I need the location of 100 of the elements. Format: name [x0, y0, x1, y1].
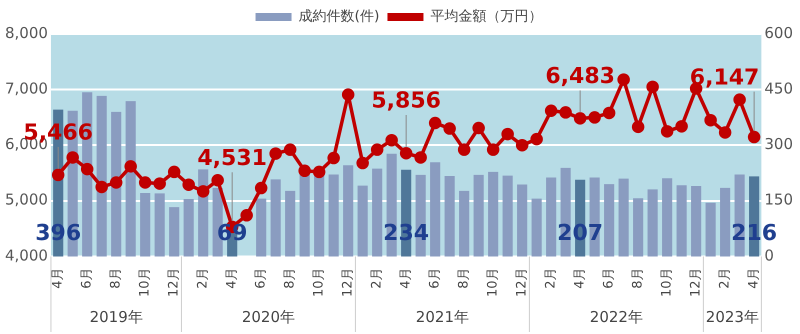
x-tick-label: 4月	[224, 267, 240, 289]
bar	[270, 179, 281, 256]
bar	[314, 174, 324, 256]
x-tick-label: 12月	[514, 267, 530, 298]
bar	[604, 184, 614, 256]
x-tick-label: 12月	[166, 267, 182, 298]
point	[530, 132, 543, 146]
data-label: 5,856	[371, 88, 441, 114]
x-tick-label: 2月	[718, 267, 732, 289]
bar	[256, 198, 266, 256]
point	[211, 174, 224, 187]
x-tick-label: 10月	[138, 267, 153, 298]
point	[370, 143, 384, 156]
point	[588, 111, 601, 124]
point	[458, 143, 470, 156]
point	[559, 106, 572, 119]
legend-label: 平均金額（万円）	[430, 8, 542, 25]
y2-tick-label: 300	[764, 135, 794, 154]
point	[80, 162, 94, 176]
x-tick-label: 6月	[254, 267, 269, 289]
x-tick-label: 2月	[370, 267, 385, 289]
x-tick-label: 10月	[486, 267, 501, 298]
bar	[300, 173, 310, 256]
point	[718, 126, 732, 139]
bar	[96, 96, 107, 256]
bar	[532, 198, 542, 256]
point	[356, 156, 369, 170]
bar	[140, 193, 150, 256]
x-tick-label: 8月	[108, 267, 124, 289]
bar	[459, 190, 470, 256]
data-label: 4,531	[197, 146, 267, 171]
point	[385, 134, 398, 146]
point	[327, 152, 340, 164]
point	[153, 177, 166, 190]
point	[544, 104, 558, 117]
bar	[488, 172, 498, 256]
y-tick-label: 5,000	[4, 190, 48, 209]
y2-tick-label: 0	[764, 246, 774, 264]
bar	[169, 207, 180, 256]
point	[240, 209, 253, 222]
y2-tick-label: 450	[764, 80, 794, 98]
bar	[502, 176, 513, 256]
bar	[285, 190, 296, 256]
x-tick-label: 2月	[196, 267, 211, 289]
x-tick-label: 4月	[398, 267, 414, 289]
point	[124, 160, 137, 173]
bar	[430, 162, 440, 256]
point	[660, 125, 674, 138]
bar	[358, 186, 368, 256]
legend-label: 成約件数(件)	[298, 8, 380, 25]
point	[574, 112, 586, 125]
point	[443, 122, 456, 135]
data-label: 6,483	[545, 64, 615, 90]
bar	[648, 189, 658, 256]
point	[602, 106, 616, 120]
x-tick-label: 12月	[688, 267, 704, 298]
x-tick-label: 10月	[660, 267, 675, 298]
x-tick-label: 4月	[572, 267, 588, 289]
point	[516, 138, 528, 152]
text: 2022年	[590, 308, 643, 326]
text: 2021年	[416, 308, 469, 326]
x-tick-label: 8月	[456, 267, 472, 289]
text: 2020年	[242, 308, 296, 326]
point	[298, 164, 311, 178]
text: 2019年	[90, 308, 143, 326]
bar	[517, 184, 528, 256]
bar	[343, 165, 354, 256]
data-label: 6,147	[690, 65, 760, 90]
point	[342, 88, 354, 101]
bar	[444, 176, 455, 256]
y-tick-label: 4,000	[4, 246, 48, 264]
x-tick-label: 2月	[544, 267, 559, 289]
point	[486, 143, 500, 156]
x-tick-label: 8月	[630, 267, 646, 289]
point	[400, 146, 412, 160]
bar	[662, 178, 672, 256]
x-tick-label: 4月	[50, 267, 66, 289]
point	[269, 147, 282, 160]
y-tick-label: 7,000	[4, 80, 48, 98]
point	[428, 116, 442, 130]
x-tick-label: 6月	[602, 267, 617, 289]
point	[196, 185, 210, 198]
bar	[720, 188, 730, 256]
x-tick-label: 8月	[282, 267, 298, 289]
point	[182, 178, 195, 191]
point	[284, 143, 296, 156]
point	[168, 166, 180, 178]
point	[414, 151, 427, 164]
x-tick-label: 10月	[312, 267, 327, 298]
bar	[618, 178, 629, 256]
bar	[706, 202, 716, 256]
bar	[474, 174, 484, 256]
point	[66, 151, 79, 164]
point	[472, 122, 485, 134]
bar	[111, 112, 122, 256]
point	[675, 120, 688, 133]
y2-tick-label: 150	[764, 190, 794, 209]
bar	[546, 177, 556, 256]
bar	[184, 198, 194, 256]
point	[632, 120, 644, 134]
